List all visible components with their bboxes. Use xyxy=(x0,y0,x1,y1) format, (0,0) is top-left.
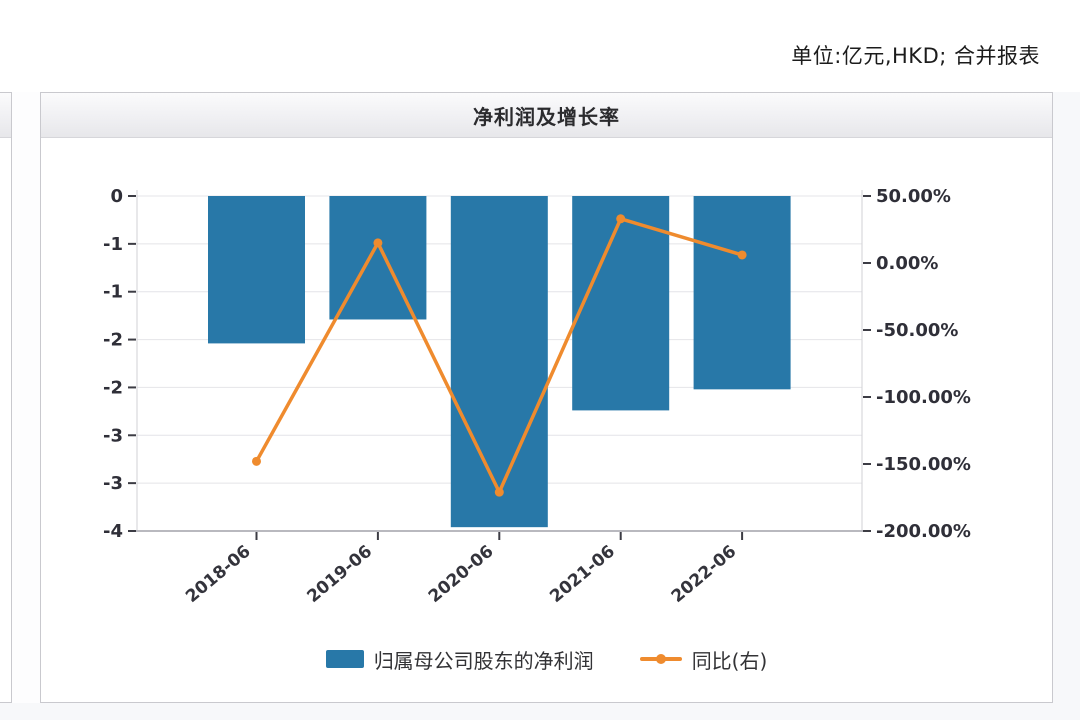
neighbor-panel-header xyxy=(0,93,11,138)
left-axis-label: 0 xyxy=(110,186,123,207)
yoy-point-2019-06[interactable] xyxy=(373,238,383,248)
left-axis-label: -2 xyxy=(103,330,123,351)
unit-note: 单位:亿元,HKD; 合并报表 xyxy=(791,44,1040,68)
left-axis-label: -3 xyxy=(103,473,123,494)
legend-item-net-profit[interactable]: 归属母公司股东的净利润 xyxy=(325,645,594,674)
legend-line-marker xyxy=(639,650,682,668)
x-axis-label: 2022-06 xyxy=(668,542,741,607)
x-axis-label: 2018-06 xyxy=(182,542,255,607)
right-axis-label: -200.00% xyxy=(876,521,971,542)
left-axis-label: -1 xyxy=(103,282,123,303)
legend-bar-swatch xyxy=(325,650,364,668)
chart-legend: 归属母公司股东的净利润 同比(右) xyxy=(41,643,1052,675)
x-axis-label: 2019-06 xyxy=(303,542,376,607)
bar-2022-06[interactable] xyxy=(693,196,791,390)
left-axis-label: -1 xyxy=(103,234,123,255)
legend-item-yoy[interactable]: 同比(右) xyxy=(639,645,768,674)
bar-2020-06[interactable] xyxy=(450,196,548,528)
right-axis-label: -100.00% xyxy=(876,387,971,408)
chart-canvas: 0 -1 -1 -2 -2 -3 -3 -4 50.00% 0.00% -50.00% -100.00… xyxy=(103,186,971,607)
x-axis-label: 2021-06 xyxy=(546,542,619,607)
panel-gap-background xyxy=(10,92,40,703)
left-axis-label: -4 xyxy=(103,521,123,542)
yoy-point-2020-06[interactable] xyxy=(494,487,504,497)
right-axis-label: -150.00% xyxy=(876,454,971,475)
yoy-point-2021-06[interactable] xyxy=(616,214,626,224)
left-axis-label: -3 xyxy=(103,425,123,446)
bar-2021-06[interactable] xyxy=(572,196,670,411)
page-top-background xyxy=(0,0,1080,92)
legend-label-yoy: 同比(右) xyxy=(691,648,768,673)
neighbor-panel-edge xyxy=(0,92,12,703)
right-axis-label: -50.00% xyxy=(876,320,958,341)
yoy-point-2018-06[interactable] xyxy=(252,456,261,466)
chart-area: 0 -1 -1 -2 -2 -3 -3 -4 50.00% 0.00% -50.00% -100.00… xyxy=(41,138,1052,641)
yoy-point-2022-06[interactable] xyxy=(737,250,747,260)
right-axis-label: 0.00% xyxy=(876,253,938,274)
right-axis-label: 50.00% xyxy=(876,186,951,207)
chart-panel-header: 净利润及增长率 xyxy=(41,93,1052,138)
legend-label-net-profit: 归属母公司股东的净利润 xyxy=(373,648,594,673)
chart-title: 净利润及增长率 xyxy=(473,104,620,129)
bar-2018-06[interactable] xyxy=(208,196,305,344)
left-axis-label: -2 xyxy=(103,377,123,398)
chart-panel: 净利润及增长率 0 -1 -1 -2 -2 -3 -3 -4 50.00% 0.00% -50.00… xyxy=(40,92,1053,703)
x-axis-label: 2020-06 xyxy=(425,542,498,607)
